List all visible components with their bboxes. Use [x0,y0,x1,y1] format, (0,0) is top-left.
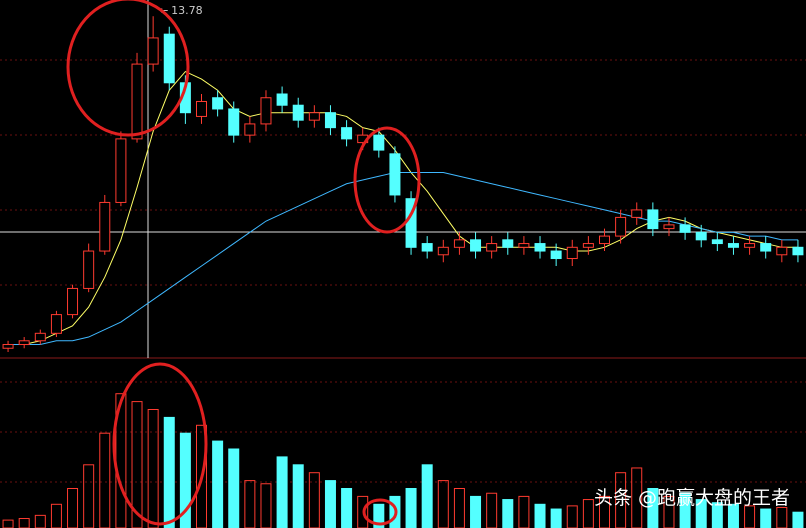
volume-bar [550,508,562,528]
candle-body [308,112,320,121]
volume-bar [18,518,30,528]
candle-body [115,138,127,203]
volume-bar [34,514,46,528]
volume-bar [260,483,272,528]
volume-bar [67,488,79,528]
candle-body [228,108,240,136]
candle-body [18,340,30,346]
candle-body [99,201,111,252]
volume-bar [228,448,240,528]
volume-bar [179,432,191,528]
candle-body [373,134,385,151]
volume-bar [147,409,159,528]
volume-bar [453,488,465,528]
candle-body [260,97,272,125]
circle [66,0,190,137]
volume-bar [292,464,304,528]
volume-bar [760,508,772,528]
volume-bar [163,416,175,528]
candle-body [276,93,288,106]
volume-bar [711,502,723,528]
candle-body [292,104,304,121]
candle-body [83,250,95,289]
candle-body [679,224,691,233]
volume-bar [792,511,804,528]
candle-body [163,33,175,84]
candle-body [147,37,159,65]
volume-bar [566,505,578,528]
candle-body [437,246,449,256]
candle-body [792,246,804,256]
candle-body [776,246,788,256]
highlight-circles [66,0,421,526]
candle-body [599,235,610,245]
candle-body [615,216,627,237]
volume-bar [212,440,224,528]
candle-body [534,243,546,252]
candle-body [50,314,62,334]
volume-bar [582,499,594,528]
volume-bar [405,488,417,528]
candle-body [760,243,772,252]
volume-bar [744,505,756,528]
ma-line [8,172,798,346]
candle-body [453,239,465,248]
candle-body [421,243,433,252]
candle-body [727,243,739,248]
volume-bar [341,488,353,528]
volume-bar [2,519,14,528]
candle-body [582,243,594,248]
candle-body [341,127,353,140]
peak-label: 13.78 [171,4,203,17]
volume-bar [534,503,546,528]
volume-bar [502,499,514,528]
ma-line [8,70,798,346]
volume-bar [244,480,256,528]
candle-body [647,209,659,230]
volume-bar [324,480,336,528]
candle-body [502,239,514,248]
volume-bar [99,432,111,528]
candle-body [663,224,675,230]
volume-bar [776,506,788,528]
volume-bar [437,480,449,528]
candle-body [389,153,401,196]
volume-bar [50,503,62,528]
candle-body [470,239,482,252]
volume-bar [83,464,95,528]
candle-body [631,209,643,218]
candle-body [67,287,79,316]
candle-body [2,344,14,349]
candle-body [486,243,498,252]
plot: ← 13.78 [2,4,804,528]
volume-bar [615,472,627,528]
volume-bar [647,488,659,528]
circle [112,362,208,526]
watermark: 头条 @跑赢大盘的王者 [594,487,790,509]
volume-bar [486,492,498,528]
candle-body [324,112,336,129]
volume-bar [470,495,482,528]
candle-body [695,231,707,241]
candle-body [566,246,578,260]
circle [362,498,398,526]
circle [353,126,421,234]
candle-body [34,332,46,342]
volume-bar [131,401,143,528]
layout [0,0,806,483]
candle-body [518,243,530,248]
candle-body [131,63,143,140]
candle-body [744,243,756,248]
volume-bar [308,472,320,528]
volume-bar [518,495,530,528]
candle-body [244,123,256,136]
volume-bar [276,456,288,528]
candle-body [711,239,723,245]
candle-body [196,100,207,117]
candle-body [550,250,562,260]
volume-bar [421,464,433,528]
candle-body [212,97,224,110]
